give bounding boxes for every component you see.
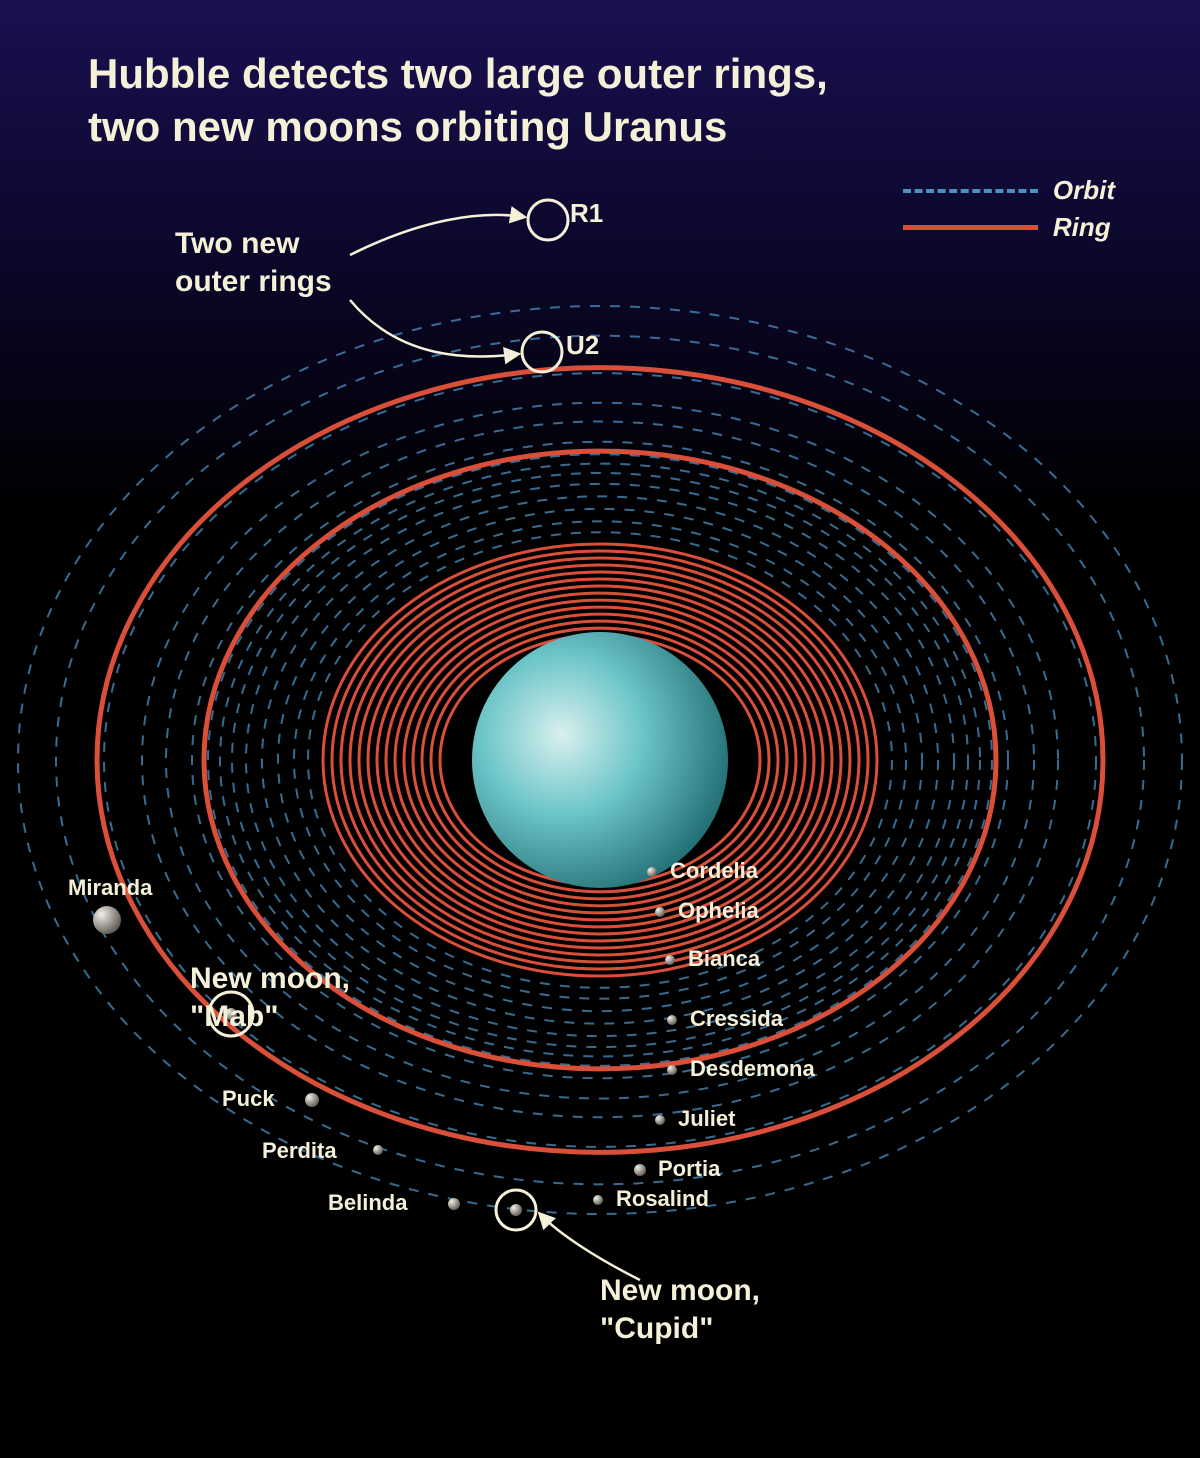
moon-label-perdita: Perdita (262, 1138, 337, 1164)
moon-ophelia (655, 907, 665, 917)
moon-miranda (93, 906, 121, 934)
arrow-to-cupid (540, 1214, 640, 1280)
cupid-line1: New moon, (600, 1274, 760, 1307)
moon-rosalind (593, 1195, 603, 1205)
moon-belinda (448, 1198, 460, 1210)
moon-bianca (665, 955, 675, 965)
moon-label-juliet: Juliet (678, 1106, 735, 1132)
mab-line2: "Mab" (190, 1000, 278, 1033)
moon-label-miranda: Miranda (68, 875, 152, 901)
moon-label-portia: Portia (658, 1156, 720, 1182)
mab-annotation: New moon, "Mab" (190, 960, 350, 1035)
moon-label-cordelia: Cordelia (670, 858, 758, 884)
r1-highlight-circle (528, 200, 568, 240)
moon-puck (305, 1093, 319, 1107)
two-new-rings-label: Two newouter rings (175, 225, 332, 300)
cupid-annotation: New moon, "Cupid" (600, 1272, 760, 1347)
new-moon-cupid (510, 1204, 522, 1216)
moon-label-desdemona: Desdemona (690, 1056, 815, 1082)
moon-portia (634, 1164, 646, 1176)
u2-highlight-circle (522, 332, 562, 372)
moon-label-puck: Puck (222, 1086, 275, 1112)
r1-label: R1 (570, 198, 603, 229)
moon-label-rosalind: Rosalind (616, 1186, 709, 1212)
moon-desdemona (667, 1065, 677, 1075)
arrow-to-u2 (350, 300, 518, 357)
cupid-line2: "Cupid" (600, 1312, 713, 1345)
mab-line1: New moon, (190, 962, 350, 995)
moon-perdita (373, 1145, 383, 1155)
moon-label-ophelia: Ophelia (678, 898, 759, 924)
moon-label-cressida: Cressida (690, 1006, 783, 1032)
uranus-planet (472, 632, 728, 888)
moon-juliet (655, 1115, 665, 1125)
moon-cordelia (647, 867, 657, 877)
u2-label: U2 (566, 330, 599, 361)
moon-label-belinda: Belinda (328, 1190, 407, 1216)
moon-cressida (667, 1015, 677, 1025)
arrow-to-r1 (350, 215, 524, 255)
moon-label-bianca: Bianca (688, 946, 760, 972)
